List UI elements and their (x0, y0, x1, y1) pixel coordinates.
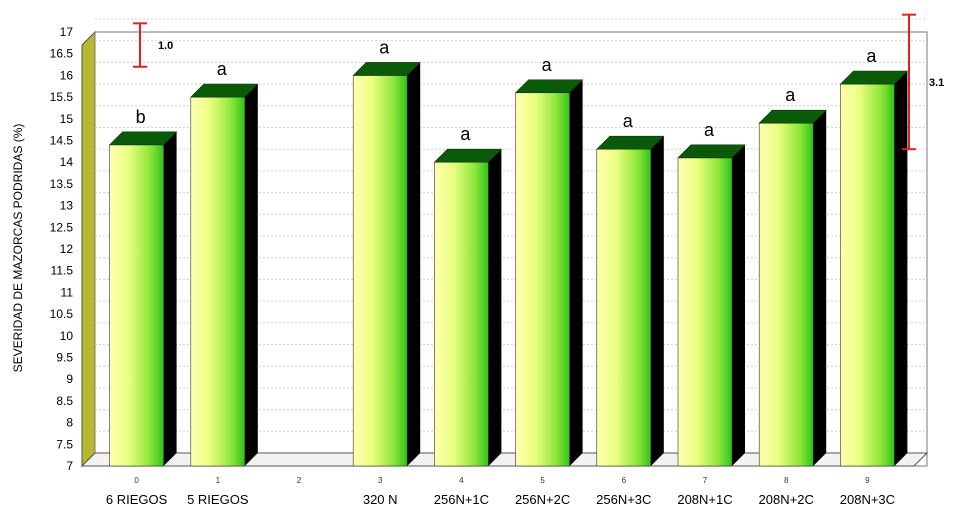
bar-face (677, 157, 733, 467)
bar-top (514, 79, 584, 94)
y-tick-label: 7.5 (56, 437, 73, 451)
bar-side (163, 131, 177, 466)
x-index-label: 7 (703, 476, 708, 485)
bar-top (677, 144, 746, 159)
x-index-label: 1 (216, 476, 221, 485)
bar-side (244, 84, 258, 466)
y-tick-label: 11.5 (51, 264, 74, 278)
significance-letter: a (379, 37, 390, 57)
x-category-label: 256N+2C (515, 492, 570, 507)
bar (596, 135, 665, 467)
bar-face (434, 161, 489, 467)
y-axis-label: SEVERIDAD DE MAZORCAS PODRIDAS (%) (11, 124, 25, 373)
significance-letter: b (136, 107, 146, 127)
error-bar: 1.0 (133, 22, 173, 68)
y-tick-label: 14 (60, 155, 74, 169)
y-tick-label: 16 (60, 68, 74, 82)
bar-top (108, 131, 178, 146)
y-tick-label: 10 (60, 329, 74, 343)
bar (108, 131, 178, 467)
significance-letter: a (217, 59, 228, 79)
bar-face (596, 148, 652, 467)
bar-top (758, 109, 827, 124)
y-tick-label: 7 (66, 459, 73, 473)
error-bars: 1.0 3.1 (133, 13, 944, 151)
bar-side (407, 62, 421, 467)
bar-face (352, 75, 408, 467)
bar (758, 109, 827, 467)
bar-side (732, 144, 745, 467)
x-index-label: 8 (784, 476, 789, 485)
bar-face (840, 83, 895, 467)
bar (839, 70, 909, 467)
bar (190, 83, 259, 467)
significance-letter: a (460, 124, 471, 144)
bar-top (433, 148, 503, 163)
y-axis-ticks: 7 7.5 8 8.5 9 9.5 10 10.5 11 11.5 12 12.5 13 13.5 14 14… (50, 25, 74, 473)
significance-letter: a (785, 85, 796, 105)
bar-top (352, 62, 421, 76)
bar (514, 79, 584, 467)
y-tick-label: 12 (60, 242, 74, 256)
bar-top (839, 70, 909, 85)
x-category-label: 208N+3C (840, 492, 895, 507)
x-index-label: 0 (134, 476, 139, 485)
y-tick-label: 14.5 (50, 134, 74, 148)
bar-side (569, 79, 583, 466)
x-index-label: 4 (459, 476, 464, 485)
significance-letter: a (866, 46, 877, 66)
bar (677, 144, 746, 467)
bar (433, 148, 503, 467)
y-tick-label: 8 (66, 416, 73, 430)
y-tick-label: 13.5 (50, 177, 74, 191)
significance-letter: a (623, 111, 634, 131)
error-bar-label: 1.0 (158, 40, 173, 52)
error-bar: 3.1 (902, 13, 944, 151)
x-category-label: 256N+1C (434, 492, 489, 507)
x-category-label: 208N+1C (677, 492, 732, 507)
y-tick-label: 13 (60, 199, 74, 213)
bar-face (109, 144, 164, 467)
x-category-label: 320 N (363, 492, 398, 507)
left-wall (81, 30, 96, 468)
bar-side (813, 110, 827, 466)
x-category-label: 256N+3C (596, 492, 651, 507)
y-tick-label: 16.5 (50, 47, 74, 61)
y-tick-label: 17 (60, 25, 74, 39)
bar-side (894, 71, 908, 466)
x-category-label: 6 RIEGOS (106, 492, 168, 507)
error-bar-label: 3.1 (929, 77, 944, 89)
x-category-label: 5 RIEGOS (187, 492, 249, 507)
y-tick-label: 15.5 (50, 90, 74, 104)
bar (352, 62, 421, 467)
y-tick-label: 11 (61, 285, 74, 299)
bar-face (190, 96, 246, 467)
y-tick-label: 8.5 (56, 394, 73, 408)
bar-side (650, 136, 664, 466)
bar-side (488, 149, 502, 466)
x-index-label: 9 (865, 476, 870, 485)
y-tick-label: 12.5 (50, 220, 74, 234)
x-index-label: 6 (622, 476, 627, 485)
significance-letter: a (542, 55, 553, 75)
y-tick-label: 9 (66, 372, 73, 386)
x-index-label: 5 (540, 476, 545, 485)
x-axis-categories: 0 6 RIEGOS 1 5 RIEGOS 2 3 320 N 4 256N+1C 5 256N+2… (106, 476, 895, 507)
x-index-label: 2 (297, 476, 302, 485)
y-tick-label: 15 (60, 112, 74, 126)
y-tick-label: 9.5 (56, 351, 73, 365)
significance-letter: a (704, 120, 715, 140)
x-index-label: 3 (378, 476, 383, 485)
bar-face (515, 92, 570, 467)
bar-top (190, 83, 259, 98)
y-tick-label: 10.5 (50, 307, 74, 321)
bars: b a a a a a a a a (108, 37, 909, 467)
bar-face (758, 122, 814, 467)
x-category-label: 208N+2C (759, 492, 814, 507)
bar-top (596, 135, 665, 150)
